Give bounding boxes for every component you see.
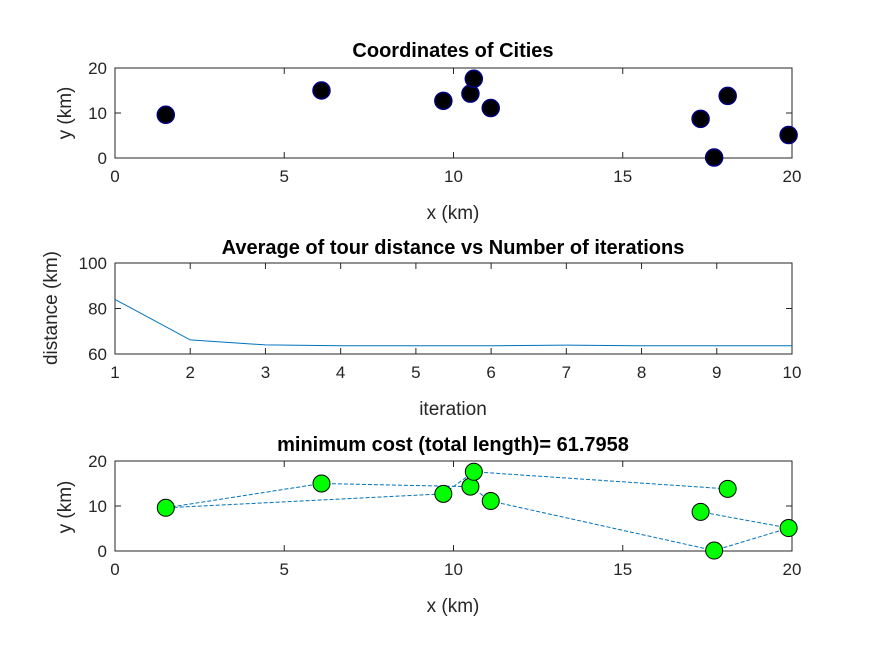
city-point (464, 69, 484, 89)
y-tick-label: 0 (98, 542, 107, 561)
y-tick-label: 20 (88, 59, 107, 78)
y-tick-label: 10 (88, 104, 107, 123)
x-tick-label: 5 (411, 363, 420, 382)
city-point (156, 105, 176, 125)
city-point (481, 98, 500, 118)
city-point (461, 84, 480, 103)
city-point (691, 109, 710, 129)
route-city-marker (481, 492, 500, 511)
route-city-marker (312, 474, 331, 493)
city-point (779, 125, 798, 145)
x-tick-label: 9 (712, 363, 721, 382)
chart-title: minimum cost (total length)= 61.7958 (277, 434, 629, 456)
y-tick-label: 80 (88, 300, 107, 319)
x-tick-label: 5 (280, 560, 289, 579)
x-tick-label: 5 (280, 167, 289, 186)
x-axis-label: iteration (419, 399, 487, 420)
y-tick-label: 100 (79, 254, 107, 273)
x-tick-label: 7 (562, 363, 571, 382)
route-city-marker (156, 498, 175, 517)
y-tick-label: 20 (88, 452, 107, 471)
y-axis-label: distance (km) (41, 251, 62, 365)
city-point (718, 86, 737, 106)
route-city-marker (779, 519, 798, 538)
subplot-city-coordinates: Coordinates of Cities x (km) y (km) 0 5 10… (55, 40, 801, 224)
x-axis-label: x (km) (427, 203, 480, 224)
subplot-average-distance: Average of tour distance vs Number of it… (41, 237, 801, 420)
city-point (704, 148, 724, 167)
x-tick-label: 0 (110, 560, 119, 579)
x-tick-label: 10 (444, 167, 463, 186)
x-tick-label: 8 (637, 363, 646, 382)
y-axis-label: y (km) (55, 87, 76, 140)
x-tick-label: 6 (486, 363, 495, 382)
x-tick-label: 10 (783, 363, 802, 382)
route-city-marker (464, 462, 483, 481)
route-city-marker (461, 477, 480, 496)
series-line-average-distance (114, 298, 792, 347)
city-point (434, 91, 453, 111)
x-tick-label: 15 (613, 167, 632, 186)
x-tick-label: 20 (783, 167, 802, 186)
city-point (312, 81, 331, 100)
chart-title: Average of tour distance vs Number of it… (222, 237, 685, 259)
route-city-marker (434, 484, 453, 503)
route-city-marker (718, 479, 737, 498)
x-tick-label: 2 (185, 363, 194, 382)
x-tick-label: 0 (110, 167, 119, 186)
x-tick-label: 15 (613, 560, 632, 579)
x-tick-label: 20 (783, 560, 802, 579)
x-tick-label: 3 (261, 363, 270, 382)
x-tick-label: 1 (110, 363, 119, 382)
route-line-return (165, 471, 728, 509)
subplot-minimum-cost-route: minimum cost (total length)= 61.7958 x (… (55, 434, 801, 617)
route-city-marker (705, 541, 724, 560)
x-axis-label: x (km) (427, 596, 480, 617)
y-tick-label: 10 (88, 497, 107, 516)
y-tick-label: 0 (98, 149, 107, 168)
y-axis-label: y (km) (55, 481, 76, 534)
route-city-marker (691, 502, 710, 521)
chart-title: Coordinates of Cities (352, 40, 553, 62)
x-tick-label: 4 (336, 363, 345, 382)
x-tick-label: 10 (444, 560, 463, 579)
y-tick-label: 60 (88, 345, 107, 364)
